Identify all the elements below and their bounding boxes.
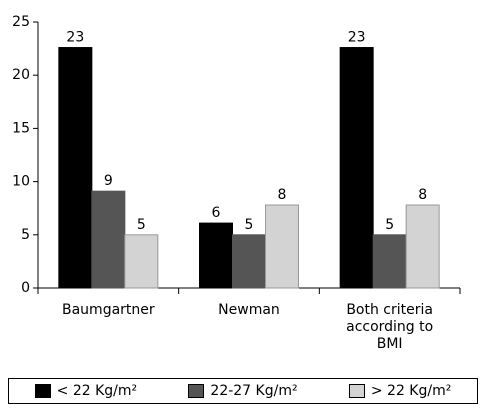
legend: < 22 Kg/m² 22-27 Kg/m² > 22 Kg/m² — [8, 378, 478, 404]
legend-item: 22-27 Kg/m² — [188, 383, 298, 399]
bar — [124, 234, 159, 289]
data-label: 8 — [278, 187, 287, 203]
bar — [372, 234, 407, 289]
x-tick-label: Baumgartner — [62, 302, 155, 318]
data-label: 5 — [385, 217, 394, 233]
y-tick-label: 20 — [12, 67, 30, 83]
legend-swatch — [34, 384, 51, 398]
bar — [405, 204, 440, 289]
y-tick-label: 5 — [21, 227, 30, 243]
legend-label: < 22 Kg/m² — [56, 383, 138, 399]
x-tick-label: Both criteria according to BMI — [346, 302, 434, 352]
legend-label: 22-27 Kg/m² — [210, 383, 298, 399]
legend-swatch — [348, 384, 365, 398]
bar — [58, 47, 93, 289]
bar — [265, 204, 299, 289]
plot: 0 5 10 15 20 25 23 9 5 6 5 8 23 5 8 — [12, 14, 461, 296]
legend-item: > 22 Kg/m² — [348, 383, 452, 399]
y-tick-label: 10 — [12, 174, 30, 190]
y-tick-label: 0 — [21, 280, 30, 296]
y-tick-label: 25 — [12, 14, 30, 30]
legend-item: < 22 Kg/m² — [34, 383, 138, 399]
data-label: 8 — [418, 187, 427, 203]
data-label: 23 — [66, 30, 84, 46]
bar — [91, 190, 126, 289]
data-label: 6 — [212, 205, 221, 221]
y-tick-label: 15 — [12, 120, 30, 136]
bar — [199, 222, 233, 289]
legend-label: > 22 Kg/m² — [370, 383, 452, 399]
bar — [339, 47, 374, 289]
bar — [232, 234, 266, 289]
data-label: 23 — [348, 30, 366, 46]
data-label: 5 — [137, 217, 146, 233]
x-tick-label: Newman — [218, 302, 280, 318]
data-label: 5 — [245, 217, 254, 233]
legend-swatch — [188, 384, 205, 398]
data-label: 9 — [104, 173, 113, 189]
